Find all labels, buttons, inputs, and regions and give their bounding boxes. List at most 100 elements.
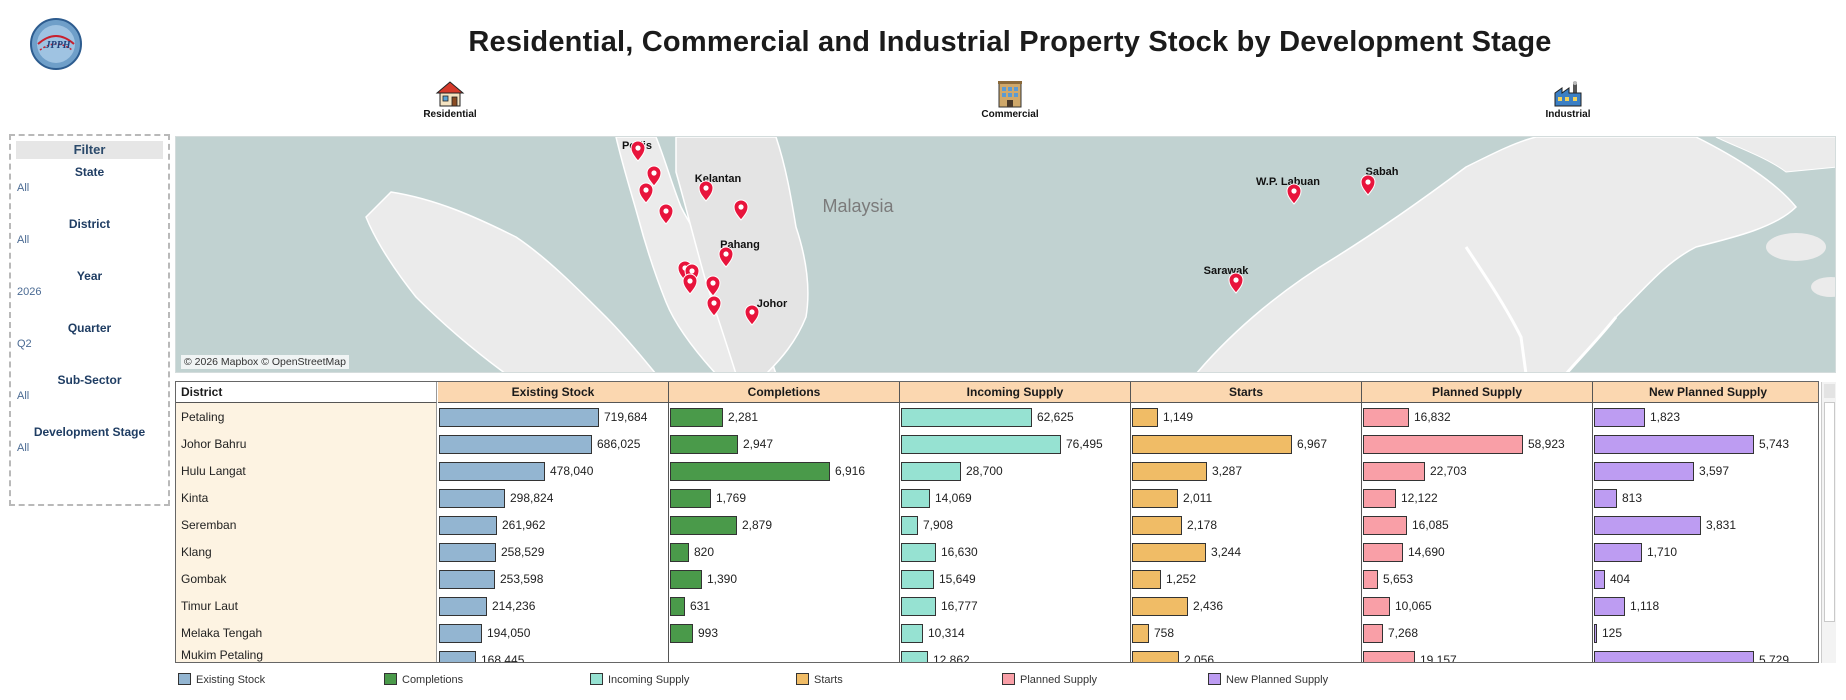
bar-planned-supply[interactable] xyxy=(1363,543,1403,562)
filter-year[interactable]: Year 2026 xyxy=(11,269,168,298)
filter-development-stage[interactable]: Development Stage All xyxy=(11,425,168,454)
legend-item-new-planned-supply[interactable]: New Planned Supply xyxy=(1208,673,1328,686)
bar-existing-stock[interactable] xyxy=(439,435,592,454)
bar-planned-supply[interactable] xyxy=(1363,462,1425,481)
bar-planned-supply[interactable] xyxy=(1363,435,1523,454)
map-marker-icon[interactable] xyxy=(733,199,749,221)
map-marker-icon[interactable] xyxy=(1360,174,1376,196)
bar-existing-stock[interactable] xyxy=(439,489,505,508)
filter-state[interactable]: State All xyxy=(11,165,168,194)
district-name[interactable]: Melaka Tengah xyxy=(181,626,263,640)
sector-commercial[interactable]: Commercial xyxy=(965,80,1055,120)
bar-starts[interactable] xyxy=(1132,597,1188,616)
map-marker-icon[interactable] xyxy=(630,140,646,162)
district-name[interactable]: Timur Laut xyxy=(181,599,238,613)
bar-completions[interactable] xyxy=(670,570,702,589)
legend-item-starts[interactable]: Starts xyxy=(796,673,843,686)
map-marker-icon[interactable] xyxy=(718,246,734,268)
bar-incoming-supply[interactable] xyxy=(901,624,923,643)
bar-planned-supply[interactable] xyxy=(1363,624,1383,643)
map-marker-icon[interactable] xyxy=(698,180,714,202)
scroll-up-arrow-icon[interactable] xyxy=(1824,384,1835,398)
bar-planned-supply[interactable] xyxy=(1363,570,1378,589)
bar-new-planned-supply[interactable] xyxy=(1594,570,1605,589)
filter-quarter[interactable]: Quarter Q2 xyxy=(11,321,168,350)
district-name[interactable]: Petaling xyxy=(181,410,225,424)
bar-incoming-supply[interactable] xyxy=(901,570,934,589)
bar-starts[interactable] xyxy=(1132,516,1182,535)
bar-starts[interactable] xyxy=(1132,543,1206,562)
district-name[interactable]: Klang xyxy=(181,545,212,559)
bar-incoming-supply[interactable] xyxy=(901,489,930,508)
bar-planned-supply[interactable] xyxy=(1363,408,1409,427)
district-name[interactable]: Kinta xyxy=(181,491,209,505)
column-header-planned-supply[interactable]: Planned Supply xyxy=(1362,382,1593,403)
bar-new-planned-supply[interactable] xyxy=(1594,624,1597,643)
bar-incoming-supply[interactable] xyxy=(901,408,1032,427)
bar-completions[interactable] xyxy=(670,597,685,616)
scroll-thumb[interactable] xyxy=(1824,402,1835,622)
bar-planned-supply[interactable] xyxy=(1363,597,1390,616)
column-header-incoming-supply[interactable]: Incoming Supply xyxy=(900,382,1131,403)
bar-existing-stock[interactable] xyxy=(439,651,476,662)
bar-existing-stock[interactable] xyxy=(439,543,496,562)
map-marker-icon[interactable] xyxy=(744,304,760,326)
bar-new-planned-supply[interactable] xyxy=(1594,435,1754,454)
map-marker-icon[interactable] xyxy=(1228,272,1244,294)
bar-starts[interactable] xyxy=(1132,570,1161,589)
map-marker-icon[interactable] xyxy=(658,203,674,225)
district-name[interactable]: Mukim Petaling xyxy=(181,648,264,662)
bar-starts[interactable] xyxy=(1132,435,1292,454)
column-header-completions[interactable]: Completions xyxy=(669,382,900,403)
filter-state-value[interactable]: All xyxy=(17,182,30,194)
district-name[interactable]: Seremban xyxy=(181,518,237,532)
bar-incoming-supply[interactable] xyxy=(901,543,936,562)
map-marker-icon[interactable] xyxy=(646,165,662,187)
bar-existing-stock[interactable] xyxy=(439,597,487,616)
map-marker-icon[interactable] xyxy=(638,182,654,204)
map-marker-icon[interactable] xyxy=(705,275,721,297)
bar-incoming-supply[interactable] xyxy=(901,435,1061,454)
district-header[interactable]: District xyxy=(176,382,437,403)
column-header-existing-stock[interactable]: Existing Stock xyxy=(438,382,669,403)
legend-item-completions[interactable]: Completions xyxy=(384,673,463,686)
bar-completions[interactable] xyxy=(670,543,689,562)
filter-year-value[interactable]: 2026 xyxy=(17,286,42,298)
map-attribution[interactable]: © 2026 Mapbox © OpenStreetMap xyxy=(181,355,349,369)
filter-quarter-value[interactable]: Q2 xyxy=(17,338,32,350)
bar-planned-supply[interactable] xyxy=(1363,651,1415,662)
bar-completions[interactable] xyxy=(670,516,737,535)
bar-completions[interactable] xyxy=(670,624,693,643)
table-scrollbar[interactable] xyxy=(1821,382,1836,663)
bar-existing-stock[interactable] xyxy=(439,624,482,643)
sector-industrial[interactable]: Industrial xyxy=(1523,80,1613,120)
bar-new-planned-supply[interactable] xyxy=(1594,651,1754,662)
bar-completions[interactable] xyxy=(670,408,723,427)
bar-new-planned-supply[interactable] xyxy=(1594,597,1625,616)
bar-existing-stock[interactable] xyxy=(439,408,599,427)
sector-residential[interactable]: Residential xyxy=(405,80,495,120)
filter-sub-sector-value[interactable]: All xyxy=(17,390,30,402)
legend-item-incoming-supply[interactable]: Incoming Supply xyxy=(590,673,689,686)
legend-item-planned-supply[interactable]: Planned Supply xyxy=(1002,673,1097,686)
filter-sub-sector[interactable]: Sub-Sector All xyxy=(11,373,168,402)
district-name[interactable]: Gombak xyxy=(181,572,227,586)
legend-item-existing-stock[interactable]: Existing Stock xyxy=(178,673,265,686)
district-name[interactable]: Hulu Langat xyxy=(181,464,246,478)
map-marker-icon[interactable] xyxy=(706,295,722,317)
filter-district[interactable]: District All xyxy=(11,217,168,246)
map-marker-icon[interactable] xyxy=(1286,183,1302,205)
bar-incoming-supply[interactable] xyxy=(901,462,961,481)
bar-new-planned-supply[interactable] xyxy=(1594,489,1617,508)
bar-incoming-supply[interactable] xyxy=(901,597,936,616)
filter-development-stage-value[interactable]: All xyxy=(17,442,30,454)
column-header-new-planned-supply[interactable]: New Planned Supply xyxy=(1593,382,1818,403)
bar-starts[interactable] xyxy=(1132,408,1158,427)
bar-existing-stock[interactable] xyxy=(439,516,497,535)
bar-completions[interactable] xyxy=(670,435,738,454)
bar-existing-stock[interactable] xyxy=(439,570,495,589)
bar-starts[interactable] xyxy=(1132,624,1149,643)
bar-starts[interactable] xyxy=(1132,651,1179,662)
bar-starts[interactable] xyxy=(1132,462,1207,481)
bar-new-planned-supply[interactable] xyxy=(1594,516,1701,535)
